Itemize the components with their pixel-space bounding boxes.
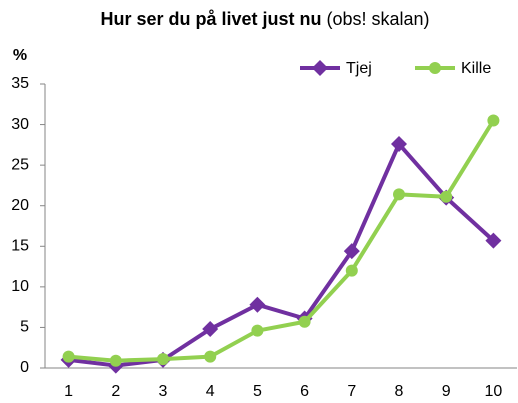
data-point (62, 350, 75, 363)
y-tick-label: 35 (11, 75, 29, 92)
y-tick-label: 30 (11, 116, 29, 133)
data-point (485, 232, 502, 249)
x-tick-label: 2 (111, 383, 120, 400)
series-line (68, 119, 496, 363)
title-note: (obs! skalan) (327, 9, 430, 29)
x-tick-label: 7 (347, 383, 356, 400)
legend-label: Kille (461, 60, 491, 77)
y-tick-label: 25 (11, 156, 29, 173)
y-axis-label: % (13, 47, 27, 64)
data-point (298, 315, 311, 328)
data-point (440, 190, 453, 203)
data-point (249, 296, 266, 313)
data-point (202, 321, 219, 338)
data-point (109, 354, 122, 367)
y-tick-label: 20 (11, 197, 29, 214)
data-point (343, 243, 360, 260)
x-tick-label: 6 (300, 383, 309, 400)
y-tick-label: 0 (20, 359, 29, 376)
x-tick-label: 5 (253, 383, 262, 400)
y-tick-label: 15 (11, 238, 29, 255)
data-point (487, 114, 500, 127)
legend-marker (312, 60, 328, 76)
x-tick-label: 8 (395, 383, 404, 400)
x-tick-label: 4 (206, 383, 215, 400)
data-point (157, 353, 169, 366)
x-tick-label: 3 (159, 383, 168, 400)
x-tick-label: 10 (485, 383, 503, 400)
x-tick-label: 9 (442, 383, 451, 400)
data-point (204, 350, 217, 363)
x-tick-label: 1 (64, 383, 73, 400)
data-point (251, 324, 264, 337)
y-tick-label: 5 (20, 319, 29, 336)
chart-title: Hur ser du på livet just nu (obs! skalan) (100, 9, 429, 29)
title-main: Hur ser du på livet just nu (100, 9, 321, 29)
data-point (345, 264, 358, 277)
series-line (68, 142, 495, 368)
y-tick-label: 10 (11, 278, 29, 295)
legend-marker (429, 62, 441, 74)
data-point (391, 136, 407, 153)
data-point (393, 188, 405, 201)
legend-label: Tjej (346, 60, 372, 77)
